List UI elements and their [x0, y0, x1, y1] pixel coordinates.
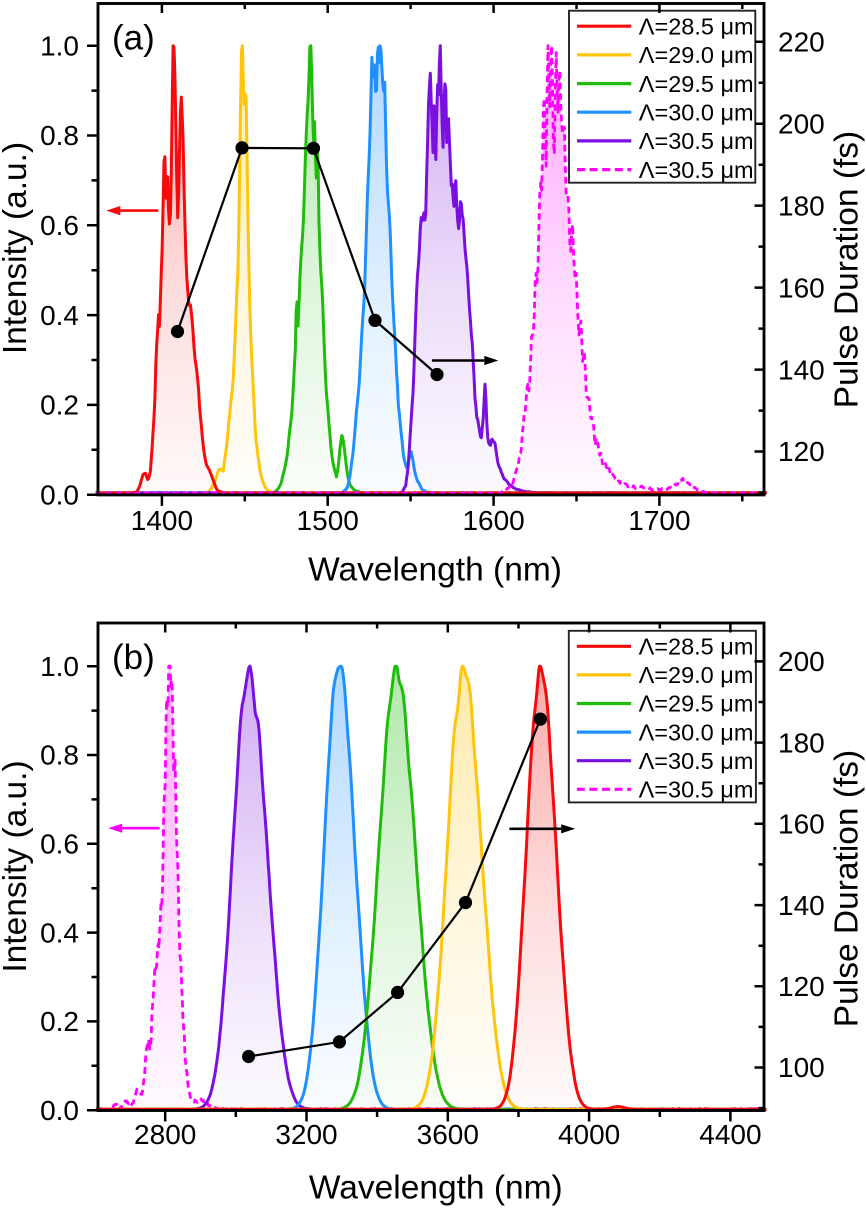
svg-text:0.8: 0.8	[40, 120, 79, 151]
svg-text:Intensity (a.u.): Intensity (a.u.)	[0, 142, 34, 354]
svg-text:Λ=30.5 μm: Λ=30.5 μm	[639, 777, 754, 803]
svg-text:0.8: 0.8	[40, 740, 79, 771]
svg-text:Λ=29.0 μm: Λ=29.0 μm	[639, 42, 754, 68]
svg-text:0.6: 0.6	[40, 210, 79, 241]
svg-text:3600: 3600	[417, 1119, 479, 1150]
svg-text:2800: 2800	[134, 1119, 196, 1150]
svg-text:0.0: 0.0	[40, 479, 79, 510]
svg-text:200: 200	[778, 646, 825, 677]
svg-text:0.2: 0.2	[40, 390, 79, 421]
svg-text:120: 120	[778, 971, 825, 1002]
svg-text:0.2: 0.2	[40, 1006, 79, 1037]
svg-text:(b): (b)	[112, 638, 155, 677]
svg-text:Λ=30.5 μm: Λ=30.5 μm	[639, 128, 754, 154]
svg-text:180: 180	[778, 190, 825, 221]
svg-text:4000: 4000	[558, 1119, 620, 1150]
svg-text:Intensity (a.u.): Intensity (a.u.)	[0, 760, 34, 972]
svg-text:0.4: 0.4	[40, 917, 79, 948]
svg-text:Wavelength (nm): Wavelength (nm)	[309, 1170, 563, 1207]
svg-text:200: 200	[778, 108, 825, 139]
svg-text:Λ=29.0 μm: Λ=29.0 μm	[639, 662, 754, 688]
svg-text:1700: 1700	[628, 505, 690, 536]
svg-text:1600: 1600	[462, 505, 524, 536]
svg-text:220: 220	[778, 26, 825, 57]
svg-text:1500: 1500	[297, 505, 359, 536]
svg-text:Λ=28.5 μm: Λ=28.5 μm	[639, 634, 754, 660]
svg-text:120: 120	[778, 436, 825, 467]
svg-text:3200: 3200	[275, 1119, 337, 1150]
svg-text:Λ=30.0 μm: Λ=30.0 μm	[639, 99, 754, 125]
svg-text:Λ=30.0 μm: Λ=30.0 μm	[639, 719, 754, 745]
svg-text:Pulse Duration (fs): Pulse Duration (fs)	[829, 750, 866, 1027]
svg-text:(a): (a)	[112, 19, 155, 58]
svg-text:Λ=28.5 μm: Λ=28.5 μm	[639, 13, 754, 39]
svg-text:1400: 1400	[131, 505, 193, 536]
svg-text:4400: 4400	[699, 1119, 761, 1150]
svg-text:Λ=29.5 μm: Λ=29.5 μm	[639, 691, 754, 717]
svg-text:0.0: 0.0	[40, 1095, 79, 1126]
svg-text:1.0: 1.0	[40, 651, 79, 682]
svg-text:160: 160	[778, 809, 825, 840]
svg-text:140: 140	[778, 354, 825, 385]
svg-text:0.6: 0.6	[40, 829, 79, 860]
svg-text:0.4: 0.4	[40, 300, 79, 331]
svg-text:Wavelength (nm): Wavelength (nm)	[308, 552, 562, 589]
svg-text:140: 140	[778, 890, 825, 921]
svg-text:180: 180	[778, 727, 825, 758]
svg-text:160: 160	[778, 272, 825, 303]
svg-text:Pulse Duration (fs): Pulse Duration (fs)	[829, 131, 866, 408]
svg-text:100: 100	[778, 1052, 825, 1083]
svg-text:1.0: 1.0	[40, 30, 79, 61]
svg-text:Λ=30.5 μm: Λ=30.5 μm	[639, 157, 754, 183]
svg-text:Λ=30.5 μm: Λ=30.5 μm	[639, 748, 754, 774]
svg-text:Λ=29.5 μm: Λ=29.5 μm	[639, 71, 754, 97]
